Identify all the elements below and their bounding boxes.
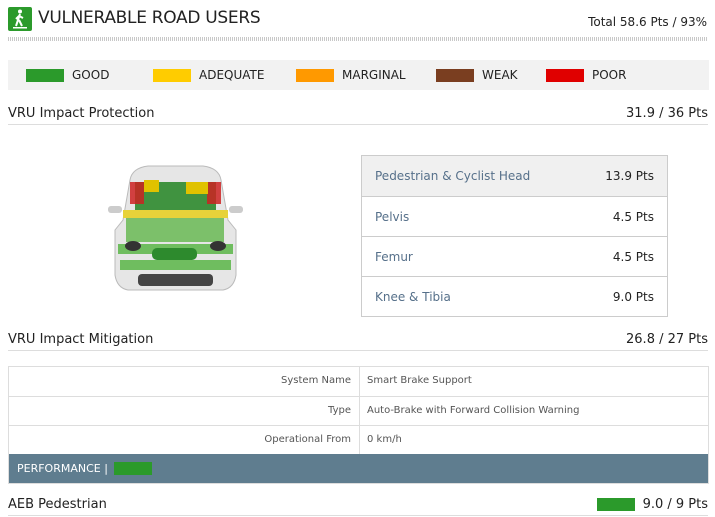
section-impact-mitigation: VRU Impact Mitigation 26.8 / 27 Pts [8, 329, 708, 351]
impact-protection-table: Pedestrian & Cyclist Head 13.9 Pts Pelvis… [361, 155, 668, 317]
legend-good: GOOD [26, 68, 153, 82]
section-score: 9.0 / 9 Pts [642, 497, 708, 512]
aeb-rating [596, 498, 635, 511]
legend-marginal: MARGINAL [296, 68, 436, 82]
section-title: VRU Impact Protection [8, 106, 155, 121]
table-row: Pelvis 4.5 Pts [362, 196, 667, 236]
car-impact-diagram [108, 160, 243, 304]
section-aeb-pedestrian: AEB Pedestrian 9.0 / 9 Pts [8, 494, 708, 516]
section-title: VRU Impact Mitigation [8, 332, 154, 347]
performance-bar: PERFORMANCE | [9, 454, 708, 483]
section-score: 26.8 / 27 Pts [626, 332, 708, 347]
rating-legend: GOOD ADEQUATE MARGINAL WEAK POOR [8, 60, 709, 90]
total-score: Total 58.6 Pts / 93% [588, 15, 707, 29]
table-row: Operational From 0 km/h [9, 425, 708, 454]
table-row: Type Auto-Brake with Forward Collision Wa… [9, 396, 708, 425]
section-title: AEB Pedestrian [8, 497, 107, 512]
legend-poor: POOR [546, 68, 626, 82]
table-row: System Name Smart Brake Support [9, 367, 708, 396]
performance-rating [113, 462, 152, 475]
mitigation-table: System Name Smart Brake Support Type Auto-… [8, 366, 709, 484]
divider [8, 37, 708, 41]
pedestrian-icon [8, 7, 32, 31]
table-row: Pedestrian & Cyclist Head 13.9 Pts [362, 156, 667, 196]
table-row: Femur 4.5 Pts [362, 236, 667, 276]
table-row: Knee & Tibia 9.0 Pts [362, 276, 667, 316]
legend-adequate: ADEQUATE [153, 68, 296, 82]
section-score: 31.9 / 36 Pts [626, 106, 708, 121]
legend-weak: WEAK [436, 68, 546, 82]
section-impact-protection: VRU Impact Protection 31.9 / 36 Pts [8, 103, 708, 125]
page-title: VULNERABLE ROAD USERS [38, 8, 261, 28]
